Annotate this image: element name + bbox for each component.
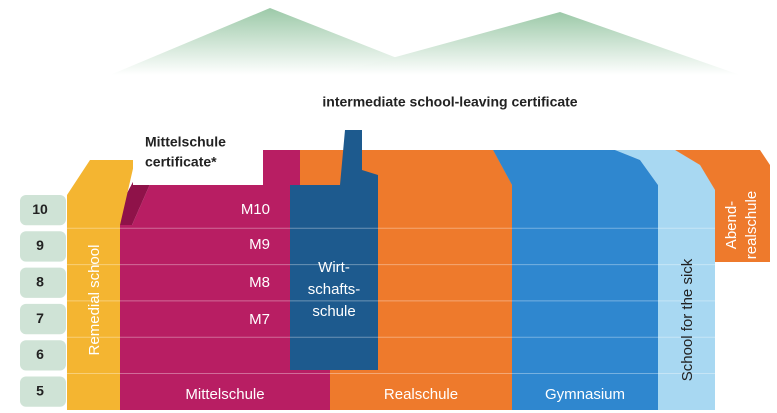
gymnasium-label: Gymnasium	[545, 386, 625, 403]
sick-label: School for the sick	[679, 258, 696, 381]
mittelschule-label: Mittelschule	[185, 386, 264, 403]
realschule-block	[300, 150, 512, 410]
grade-tab	[20, 195, 66, 226]
grade-label: 8	[36, 273, 44, 289]
sick-block	[615, 150, 715, 410]
note-line: Mittelschule	[145, 134, 226, 150]
level-label: M10	[241, 201, 270, 218]
grade-label: 6	[36, 346, 44, 362]
mountains	[110, 8, 740, 75]
grade-label: 7	[36, 310, 44, 326]
realschule-label: Realschule	[384, 386, 458, 403]
level-label: M9	[249, 236, 270, 253]
row-lines	[67, 227, 715, 374]
level-label: M7	[249, 311, 270, 328]
abend-label: realschule	[743, 191, 760, 259]
grade-tab	[20, 303, 66, 335]
caption: intermediate school-leaving certificate	[322, 94, 577, 110]
level-label: M8	[249, 274, 270, 291]
grade-label: 9	[36, 237, 44, 253]
note-line: certificate*	[145, 154, 217, 170]
remedial-block	[67, 160, 135, 410]
wirtschaftsschule-block	[290, 130, 378, 370]
grade-tab	[20, 340, 66, 371]
grade-tab	[20, 231, 66, 262]
note-box	[133, 120, 263, 185]
grade-label: 5	[36, 382, 44, 398]
grade-tab	[20, 376, 66, 407]
gymnasium-block	[493, 150, 658, 410]
remedial-label: Remedial school	[86, 245, 103, 356]
wirtschaftsschule-label: Wirt-	[318, 259, 350, 276]
grade-tab	[20, 267, 66, 298]
abend-label: Abend-	[723, 201, 740, 249]
grade-label: 10	[32, 201, 48, 217]
grade-tabs: 10 9 8 7 6 5	[20, 195, 66, 407]
wirtschaftsschule-label: schule	[312, 303, 355, 320]
wirtschaftsschule-label: schafts-	[308, 281, 361, 298]
